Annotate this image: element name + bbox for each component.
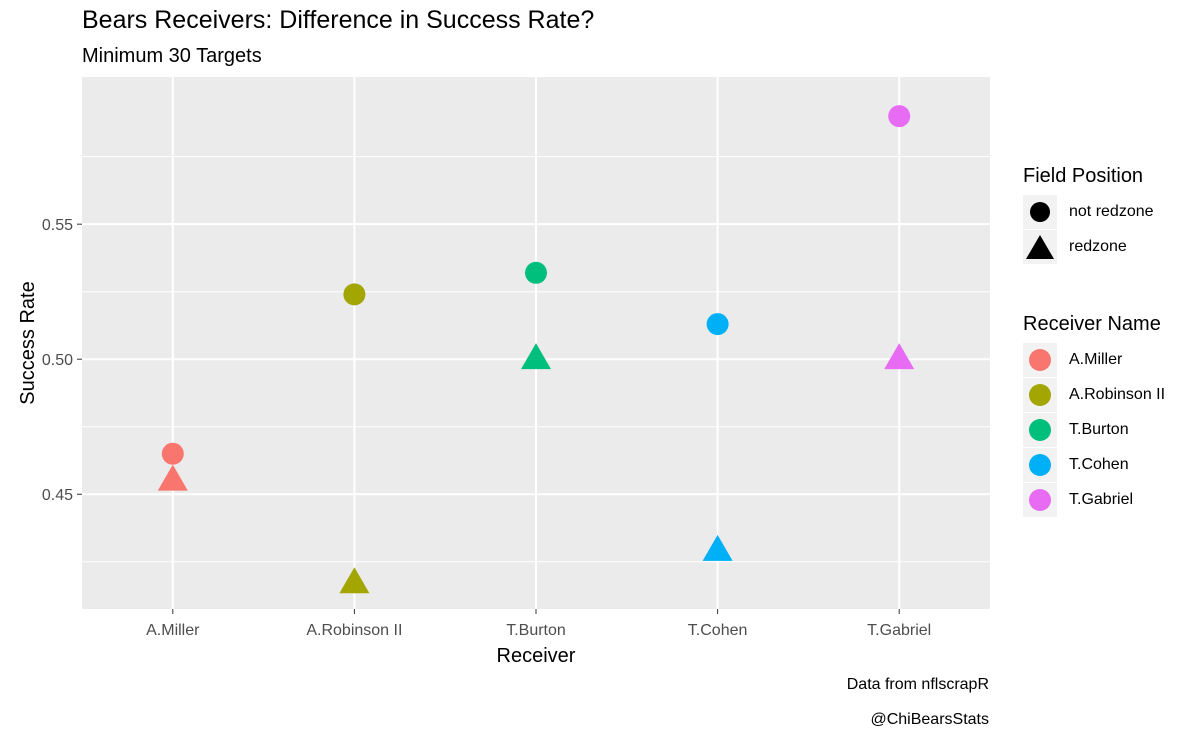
- triangle-icon: [1026, 234, 1054, 259]
- data-point-redzone: [157, 464, 188, 491]
- legend-item-receiver: T.Burton: [1023, 412, 1165, 447]
- x-axis-title: Receiver: [497, 645, 576, 667]
- caption-source: Data from nflscrapR: [846, 676, 989, 693]
- data-point-not-redzone: [161, 442, 184, 465]
- legend-label: A.Miller: [1069, 350, 1123, 368]
- legend-label: T.Burton: [1069, 420, 1129, 438]
- color-swatch-icon: [1029, 348, 1051, 371]
- circle-icon: [1030, 201, 1050, 222]
- color-swatch-icon: [1029, 383, 1051, 406]
- legend-item-redzone: redzone: [1023, 229, 1154, 264]
- x-tick-label: T.Cohen: [688, 622, 748, 639]
- legend-item-receiver: A.Robinson II: [1023, 377, 1165, 412]
- x-tick-label: A.Miller: [146, 622, 200, 639]
- y-axis-title: Success Rate: [17, 281, 39, 404]
- data-point-redzone: [884, 343, 915, 370]
- scatter-chart: 0.45 0.50 0.55 A.Miller A.Robinson II T.Burto…: [17, 77, 990, 667]
- legend-label: T.Gabriel: [1069, 490, 1134, 508]
- data-point-redzone: [702, 534, 733, 561]
- y-tick-label: 0.45: [42, 487, 73, 504]
- legend-receiver-name: Receiver Name A.Miller A.Robinson II T.Bur…: [1023, 313, 1165, 517]
- chart-title: Bears Receivers: Difference in Success R…: [82, 6, 595, 34]
- color-swatch-icon: [1029, 488, 1051, 511]
- legend-title-field-position: Field Position: [1023, 165, 1144, 187]
- legend-label: not redzone: [1069, 202, 1154, 220]
- x-tick-label: T.Burton: [506, 622, 566, 639]
- data-point-redzone: [521, 343, 551, 370]
- y-tick-label: 0.55: [42, 217, 73, 234]
- legend-item-receiver: A.Miller: [1023, 342, 1165, 377]
- legend-item-receiver: T.Gabriel: [1023, 482, 1165, 517]
- data-point-redzone: [339, 567, 370, 594]
- legend-label: A.Robinson II: [1069, 385, 1166, 403]
- legend-title-receiver-name: Receiver Name: [1023, 313, 1161, 335]
- chart-subtitle: Minimum 30 Targets: [82, 45, 262, 67]
- x-tick-label: T.Gabriel: [867, 622, 931, 639]
- legend-label: redzone: [1069, 237, 1127, 255]
- data-point-not-redzone: [343, 283, 366, 306]
- y-tick-label: 0.50: [42, 352, 73, 369]
- data-point-not-redzone: [706, 313, 729, 336]
- legend-item-not-redzone: not redzone: [1023, 194, 1154, 229]
- data-point-not-redzone: [525, 261, 547, 284]
- x-tick-label: A.Robinson II: [306, 622, 402, 639]
- caption-handle: @ChiBearsStats: [870, 711, 989, 728]
- legend-item-receiver: T.Cohen: [1023, 447, 1165, 482]
- legend-label: T.Cohen: [1069, 455, 1129, 473]
- legend-field-position: Field Position not redzone redzone: [1023, 165, 1154, 264]
- color-swatch-icon: [1029, 453, 1051, 476]
- data-point-not-redzone: [888, 105, 911, 128]
- color-swatch-icon: [1029, 418, 1051, 441]
